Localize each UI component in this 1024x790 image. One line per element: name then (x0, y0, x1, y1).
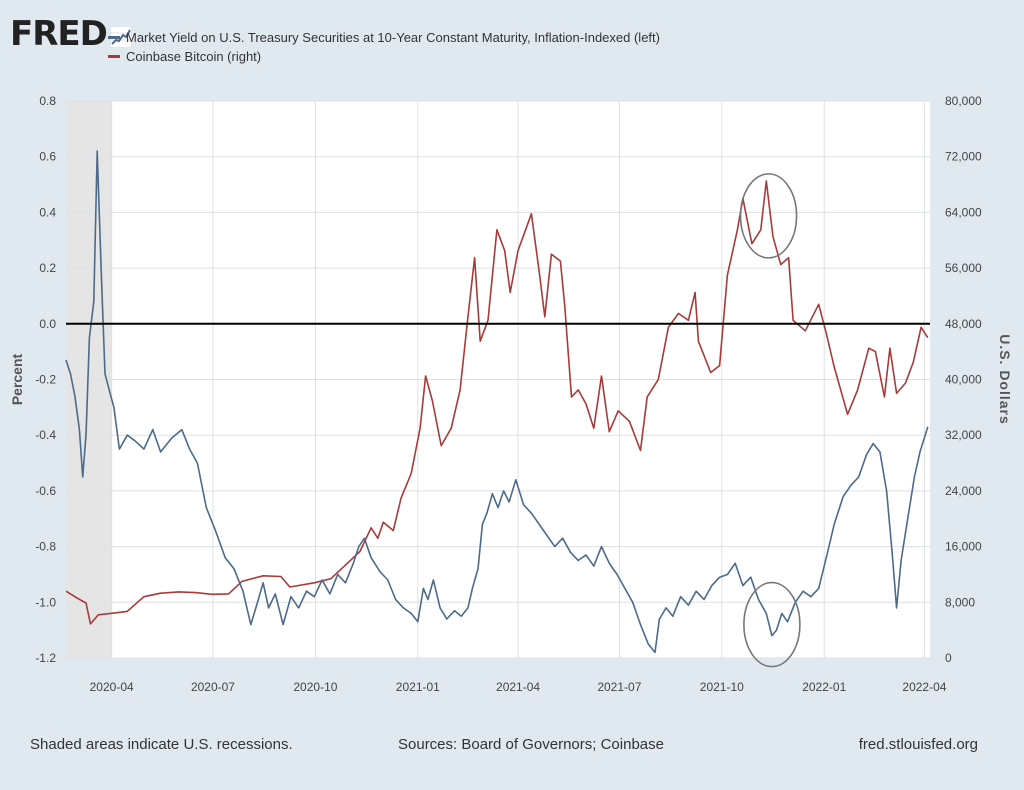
chart[interactable]: 0.8 80,000 0.6 72,000 0.4 64,000 0.2 56,000 0.0 4… (0, 0, 1024, 720)
sources-note: Sources: Board of Governors; Coinbase (398, 736, 664, 753)
y-left-tick-label: 0.8 (39, 94, 56, 108)
chart-legend: Market Yield on U.S. Treasury Securities… (108, 28, 660, 66)
fred-logo[interactable]: FRED (10, 14, 132, 54)
y-left-tick-label: 0.4 (39, 205, 56, 219)
x-tick-label: 2022-01 (802, 680, 846, 694)
annotation-circle-1 (739, 173, 798, 259)
y-left-tick-label: 0.2 (39, 261, 56, 275)
y-right-tick-label: 32,000 (945, 428, 982, 442)
x-tick-label: 2021-07 (597, 680, 641, 694)
x-tick-label: 2020-10 (293, 680, 337, 694)
legend-label-bitcoin: Coinbase Bitcoin (right) (126, 49, 262, 64)
annotation-circle-2 (743, 581, 801, 668)
legend-swatch-bitcoin (108, 55, 120, 58)
y-left-tick-label: -0.4 (35, 428, 56, 442)
y-left-tick-label: -1.2 (35, 651, 56, 665)
y-left-axis-title: Percent (9, 353, 25, 405)
x-tick-label: 2021-10 (700, 680, 744, 694)
y-right-tick-label: 80,000 (945, 94, 982, 108)
logo-graph-icon (109, 26, 132, 48)
recession-note: Shaded areas indicate U.S. recessions. (30, 736, 293, 753)
y-left-tick-label: -0.6 (35, 484, 56, 498)
x-tick-label: 2022-04 (902, 680, 946, 694)
x-tick-label: 2020-07 (191, 680, 235, 694)
x-tick-label: 2021-04 (496, 680, 540, 694)
y-right-tick-label: 72,000 (945, 150, 982, 164)
y-left-tick-label: -0.2 (35, 373, 56, 387)
series-line-tips-yield[interactable] (65, 150, 929, 654)
y-left-tick-label: -1.0 (35, 595, 56, 609)
y-left-tick-label: 0.0 (39, 317, 56, 331)
y-left-tick-label: 0.6 (39, 150, 56, 164)
y-right-tick-label: 16,000 (945, 540, 982, 554)
x-tick-label: 2020-04 (90, 680, 134, 694)
y-right-tick-label: 56,000 (945, 261, 982, 275)
legend-item-tips[interactable]: Market Yield on U.S. Treasury Securities… (108, 28, 660, 47)
y-left-tick-label: -0.8 (35, 540, 56, 554)
site-link[interactable]: fred.stlouisfed.org (858, 736, 978, 753)
legend-label-tips: Market Yield on U.S. Treasury Securities… (126, 30, 660, 45)
y-right-axis-title: U.S. Dollars (997, 334, 1013, 425)
y-right-tick-label: 0 (945, 651, 952, 665)
x-tick-label: 2021-01 (396, 680, 440, 694)
legend-item-bitcoin[interactable]: Coinbase Bitcoin (right) (108, 47, 660, 66)
legend-swatch-tips (108, 36, 120, 39)
y-right-tick-label: 8,000 (945, 595, 975, 609)
y-right-tick-label: 64,000 (945, 205, 982, 219)
y-right-tick-label: 24,000 (945, 484, 982, 498)
y-right-tick-label: 48,000 (945, 317, 982, 331)
series-line-bitcoin[interactable] (65, 180, 929, 625)
logo-text: FRED (10, 14, 108, 54)
y-right-tick-label: 40,000 (945, 373, 982, 387)
